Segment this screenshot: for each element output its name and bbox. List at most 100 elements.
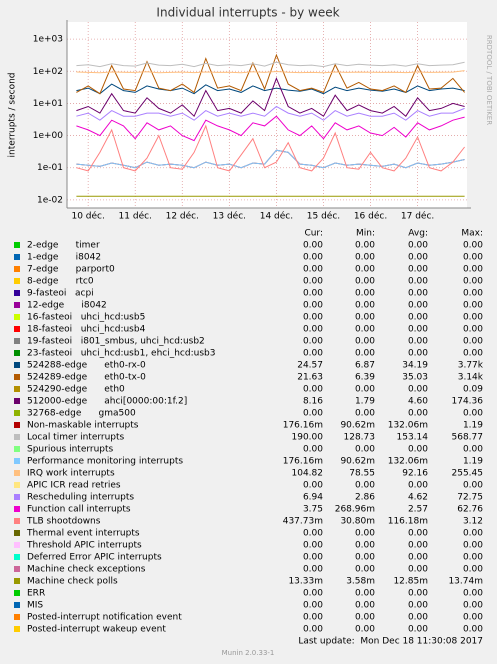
legend-value: 0.00 (408, 241, 428, 251)
legend-name: 9-fasteoi acpi (27, 289, 94, 299)
legend-value: 4.60 (408, 397, 428, 407)
legend-swatch (14, 578, 20, 584)
legend-value: 0.00 (355, 253, 375, 263)
legend-swatch (14, 602, 20, 608)
legend-header: Min: (356, 229, 375, 239)
legend-value: 0.00 (355, 325, 375, 335)
legend-name: 12-edge i8042 (27, 301, 107, 311)
legend-name: 524290-edge eth0 (27, 385, 125, 395)
legend-value: 0.00 (408, 529, 428, 539)
legend-name: Spurious interrupts (27, 445, 114, 455)
legend-swatch (14, 506, 20, 512)
legend-value: 0.00 (303, 445, 323, 455)
legend-value: 3.14k (458, 373, 484, 383)
series-line (76, 61, 465, 68)
legend-swatch (14, 590, 20, 596)
legend-swatch (14, 350, 20, 356)
legend-value: 0.00 (408, 301, 428, 311)
legend-swatch (14, 470, 20, 476)
legend-name: ERR (27, 589, 45, 599)
legend-swatch (14, 530, 20, 536)
y-tick-label: 1e+00 (33, 131, 64, 141)
legend-value: 0.00 (463, 289, 483, 299)
legend-value: 0.00 (355, 301, 375, 311)
legend-value: 268.96m (335, 505, 375, 515)
legend-value: 0.00 (303, 565, 323, 575)
legend-header: Avg: (408, 229, 428, 239)
legend-value: 255.45 (452, 469, 484, 479)
legend-value: 35.03 (402, 373, 428, 383)
legend-value: 21.63 (297, 373, 323, 383)
legend-value: 0.00 (303, 625, 323, 635)
legend-swatch (14, 422, 20, 428)
legend-value: 176.16m (283, 457, 323, 467)
legend-value: 0.00 (463, 277, 483, 287)
legend-value: 8.16 (303, 397, 323, 407)
legend-value: 0.00 (408, 385, 428, 395)
legend-value: 104.82 (292, 469, 324, 479)
legend-value: 0.00 (355, 613, 375, 623)
legend-value: 13.74m (448, 577, 483, 587)
legend-value: 0.00 (355, 481, 375, 491)
legend-value: 437.73m (283, 517, 323, 527)
legend-swatch (14, 326, 20, 332)
legend-value: 1.19 (463, 457, 483, 467)
legend-value: 0.00 (408, 625, 428, 635)
legend-value: 0.00 (463, 325, 483, 335)
legend-value: 62.76 (457, 505, 483, 515)
legend-value: 0.00 (408, 325, 428, 335)
legend-value: 2.57 (408, 505, 428, 515)
legend-value: 0.00 (355, 589, 375, 599)
legend-swatch (14, 410, 20, 416)
legend-swatch (14, 302, 20, 308)
legend-value: 0.00 (355, 349, 375, 359)
legend-name: Posted-interrupt notification event (27, 613, 182, 623)
legend-value: 0.00 (303, 529, 323, 539)
legend-value: 0.00 (408, 613, 428, 623)
legend-value: 3.75 (303, 505, 323, 515)
legend-header: Max: (461, 229, 483, 239)
legend-value: 0.00 (355, 409, 375, 419)
legend-value: 0.00 (303, 613, 323, 623)
legend-swatch (14, 290, 20, 296)
legend-swatch (14, 434, 20, 440)
legend-value: 0.00 (408, 601, 428, 611)
legend-value: 0.00 (355, 277, 375, 287)
legend-value: 13.33m (288, 577, 323, 587)
legend-value: 0.00 (408, 553, 428, 563)
legend-value: 0.00 (303, 253, 323, 263)
legend-value: 0.00 (408, 349, 428, 359)
legend-value: 0.00 (408, 481, 428, 491)
legend-value: 6.87 (355, 361, 375, 371)
legend-value: 176.16m (283, 421, 323, 431)
legend-swatch (14, 338, 20, 344)
legend-value: 174.36 (452, 397, 484, 407)
legend-value: 0.00 (355, 553, 375, 563)
legend-name: Local timer interrupts (27, 433, 125, 443)
legend-value: 0.00 (463, 601, 483, 611)
legend-value: 116.18m (388, 517, 428, 527)
legend-value: 3.12 (463, 517, 483, 527)
x-tick-label: 17 déc. (401, 211, 434, 222)
series-line (76, 124, 465, 172)
legend-value: 24.57 (297, 361, 323, 371)
legend-value: 0.00 (303, 289, 323, 299)
legend-name: 1-edge i8042 (27, 253, 101, 263)
legend-value: 0.00 (303, 265, 323, 275)
legend-swatch (14, 446, 20, 452)
legend-swatch (14, 362, 20, 368)
legend-name: 7-edge parport0 (27, 265, 115, 275)
legend-value: 0.00 (463, 313, 483, 323)
legend-name: Deferred Error APIC interrupts (27, 553, 162, 563)
x-tick-label: 13 déc. (213, 211, 246, 222)
legend-value: 0.00 (303, 349, 323, 359)
legend-value: 1.79 (355, 397, 375, 407)
legend-swatch (14, 482, 20, 488)
legend-value: 0.00 (408, 589, 428, 599)
y-tick-label: 1e+03 (33, 35, 63, 45)
plot-area (67, 22, 467, 208)
legend-value: 30.80m (340, 517, 375, 527)
legend-value: 0.00 (463, 613, 483, 623)
legend-value: 0.00 (303, 337, 323, 347)
series-line (76, 83, 465, 95)
